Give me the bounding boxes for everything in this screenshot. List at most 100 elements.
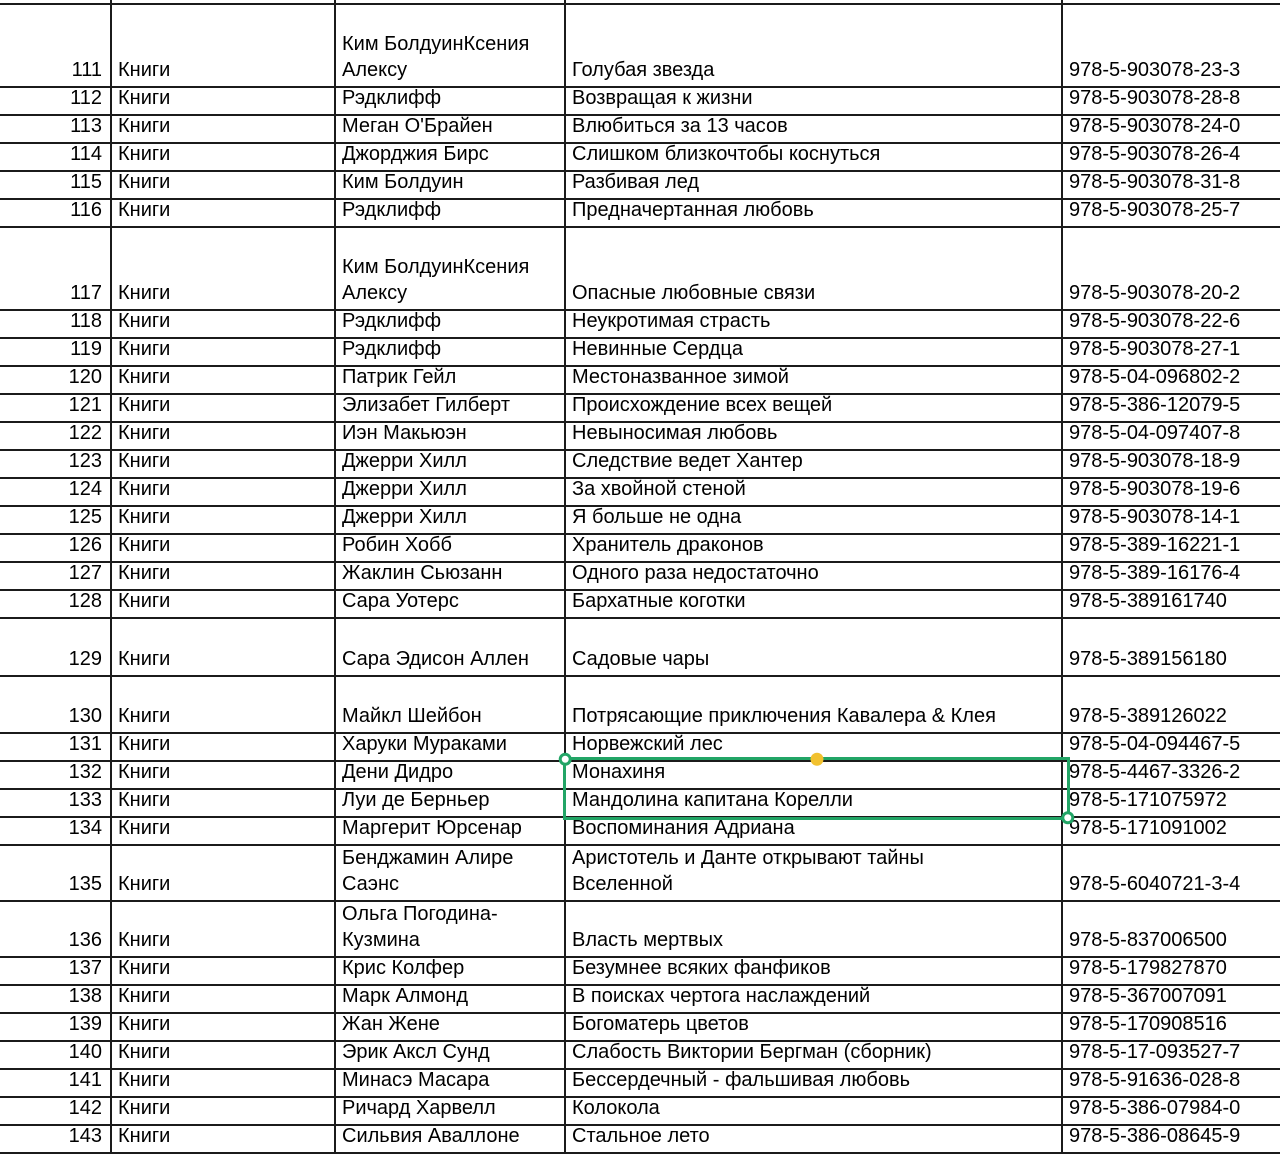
isbn-cell[interactable]: 978-5-17-093527-7 — [1069, 1042, 1241, 1063]
selection-handle-bottom-right-icon[interactable] — [1061, 811, 1075, 825]
title-cell[interactable]: Неукротимая страсть — [566, 311, 1063, 337]
row-number-cell[interactable]: 113 — [0, 116, 112, 142]
title-cell[interactable]: Слабость Виктории Бергман (сборник) — [566, 1042, 1063, 1068]
author-cell[interactable]: Меган О'Брайен — [336, 116, 566, 142]
row-number-cell[interactable]: 143 — [0, 1126, 112, 1152]
row-number-cell[interactable]: 117 — [0, 228, 112, 309]
title-cell[interactable]: Монахиня — [566, 762, 1063, 788]
author-cell[interactable]: Ричард Харвелл — [336, 1098, 566, 1124]
cell-range-selection[interactable] — [558, 752, 1075, 825]
isbn-cell[interactable]: 978-5-389161740 — [1069, 591, 1227, 612]
author-cell[interactable]: Ким БолдуинКсения Алексу — [336, 228, 566, 309]
category-cell[interactable]: Книги — [112, 1042, 336, 1068]
row-number-cell[interactable]: 114 — [0, 144, 112, 170]
author-cell[interactable]: Сара Эдисон Аллен — [336, 619, 566, 675]
row-number-cell[interactable]: 126 — [0, 535, 112, 561]
isbn-cell[interactable]: 978-5-04-096802-2 — [1069, 367, 1241, 388]
row-number-cell[interactable]: 134 — [0, 818, 112, 844]
title-cell[interactable]: Слишком близкочтобы коснуться — [566, 144, 1063, 170]
isbn-cell[interactable]: 978-5-903078-20-2 — [1069, 282, 1241, 304]
category-cell[interactable]: Книги — [112, 144, 336, 170]
category-cell[interactable]: Книги — [112, 423, 336, 449]
author-cell[interactable]: Крис Колфер — [336, 958, 566, 984]
row-number-cell[interactable]: 131 — [0, 734, 112, 760]
isbn-cell[interactable]: 978-5-367007091 — [1069, 986, 1227, 1007]
author-cell[interactable]: Сильвия Аваллоне — [336, 1126, 566, 1152]
title-cell[interactable]: Одного раза недостаточно — [566, 563, 1063, 589]
row-number-cell[interactable]: 135 — [0, 846, 112, 900]
title-cell[interactable]: Колокола — [566, 1098, 1063, 1124]
title-cell[interactable]: Возвращая к жизни — [566, 88, 1063, 114]
category-cell[interactable]: Книги — [112, 5, 336, 86]
author-cell[interactable]: Жаклин Сьюзанн — [336, 563, 566, 589]
title-cell[interactable] — [566, 0, 1063, 3]
isbn-cell[interactable]: 978-5-91636-028-8 — [1069, 1070, 1241, 1091]
row-number-cell[interactable]: 141 — [0, 1070, 112, 1096]
category-cell[interactable]: Книги — [112, 818, 336, 844]
row-number-cell[interactable]: 140 — [0, 1042, 112, 1068]
category-cell[interactable]: Книги — [112, 339, 336, 365]
row-number-cell[interactable]: 127 — [0, 563, 112, 589]
category-cell[interactable]: Книги — [112, 311, 336, 337]
isbn-cell[interactable]: 978-5-903078-24-0 — [1069, 116, 1241, 137]
row-number-cell[interactable]: 122 — [0, 423, 112, 449]
isbn-cell[interactable]: 978-5-386-07984-0 — [1069, 1098, 1241, 1119]
row-number-cell[interactable]: 111 — [0, 5, 112, 86]
author-cell[interactable]: Ким БолдуинКсения Алексу — [336, 5, 566, 86]
title-cell[interactable]: Происхождение всех вещей — [566, 395, 1063, 421]
isbn-cell[interactable]: 978-5-04-097407-8 — [1069, 423, 1241, 444]
row-number-cell[interactable]: 132 — [0, 762, 112, 788]
category-cell[interactable]: Книги — [112, 619, 336, 675]
author-cell[interactable]: Джерри Хилл — [336, 479, 566, 505]
row-number-cell[interactable]: 115 — [0, 172, 112, 198]
selection-move-handle-icon[interactable] — [810, 752, 823, 766]
row-number-cell[interactable]: 130 — [0, 677, 112, 732]
isbn-cell[interactable]: 978-5-179827870 — [1069, 958, 1227, 979]
category-cell[interactable]: Книги — [112, 228, 336, 309]
row-number-cell[interactable]: 128 — [0, 591, 112, 617]
title-cell[interactable]: Стальное лето — [566, 1126, 1063, 1152]
title-cell[interactable]: В поисках чертога наслаждений — [566, 986, 1063, 1012]
author-cell[interactable]: Жан Жене — [336, 1014, 566, 1040]
category-cell[interactable]: Книги — [112, 1014, 336, 1040]
selection-handle-top-left-icon[interactable] — [558, 752, 572, 766]
isbn-cell[interactable] — [1063, 0, 1280, 3]
category-cell[interactable]: Книги — [112, 677, 336, 732]
title-cell[interactable]: Разбивая лед — [566, 172, 1063, 198]
category-cell[interactable]: Книги — [112, 902, 336, 956]
category-cell[interactable]: Книги — [112, 762, 336, 788]
isbn-cell[interactable]: 978-5-903078-18-9 — [1069, 451, 1241, 472]
category-cell[interactable]: Книги — [112, 986, 336, 1012]
isbn-cell[interactable]: 978-5-171091002 — [1069, 818, 1227, 839]
author-cell[interactable]: Луи де Берньер — [336, 790, 566, 816]
title-cell[interactable]: Хранитель драконов — [566, 535, 1063, 561]
row-number-cell[interactable]: 125 — [0, 507, 112, 533]
category-cell[interactable]: Книги — [112, 1098, 336, 1124]
author-cell[interactable]: Патрик Гейл — [336, 367, 566, 393]
isbn-cell[interactable]: 978-5-386-12079-5 — [1069, 395, 1241, 416]
isbn-cell[interactable]: 978-5-903078-27-1 — [1069, 339, 1241, 360]
category-cell[interactable]: Книги — [112, 1070, 336, 1096]
title-cell[interactable]: Воспоминания Адриана — [566, 818, 1063, 844]
author-cell[interactable]: Робин Хобб — [336, 535, 566, 561]
title-cell[interactable]: Безумнее всяких фанфиков — [566, 958, 1063, 984]
category-cell[interactable]: Книги — [112, 958, 336, 984]
category-cell[interactable]: Книги — [112, 200, 336, 226]
title-cell[interactable]: Мандолина капитана Корелли — [566, 790, 1063, 816]
author-cell[interactable]: Рэдклифф — [336, 88, 566, 114]
title-cell[interactable]: Невинные Сердца — [566, 339, 1063, 365]
isbn-cell[interactable]: 978-5-389-16176-4 — [1069, 563, 1241, 584]
title-cell[interactable]: Садовые чары — [566, 619, 1063, 675]
category-cell[interactable]: Книги — [112, 88, 336, 114]
category-cell[interactable]: Книги — [112, 790, 336, 816]
isbn-cell[interactable]: 978-5-389156180 — [1069, 648, 1227, 670]
category-cell[interactable]: Книги — [112, 734, 336, 760]
isbn-cell[interactable]: 978-5-903078-25-7 — [1069, 200, 1241, 221]
author-cell[interactable]: Сара Уотерс — [336, 591, 566, 617]
author-cell[interactable]: Джерри Хилл — [336, 507, 566, 533]
author-cell[interactable]: Дени Дидро — [336, 762, 566, 788]
title-cell[interactable]: За хвойной стеной — [566, 479, 1063, 505]
title-cell[interactable]: Бархатные коготки — [566, 591, 1063, 617]
row-number-cell[interactable] — [0, 0, 112, 3]
title-cell[interactable]: Невыносимая любовь — [566, 423, 1063, 449]
